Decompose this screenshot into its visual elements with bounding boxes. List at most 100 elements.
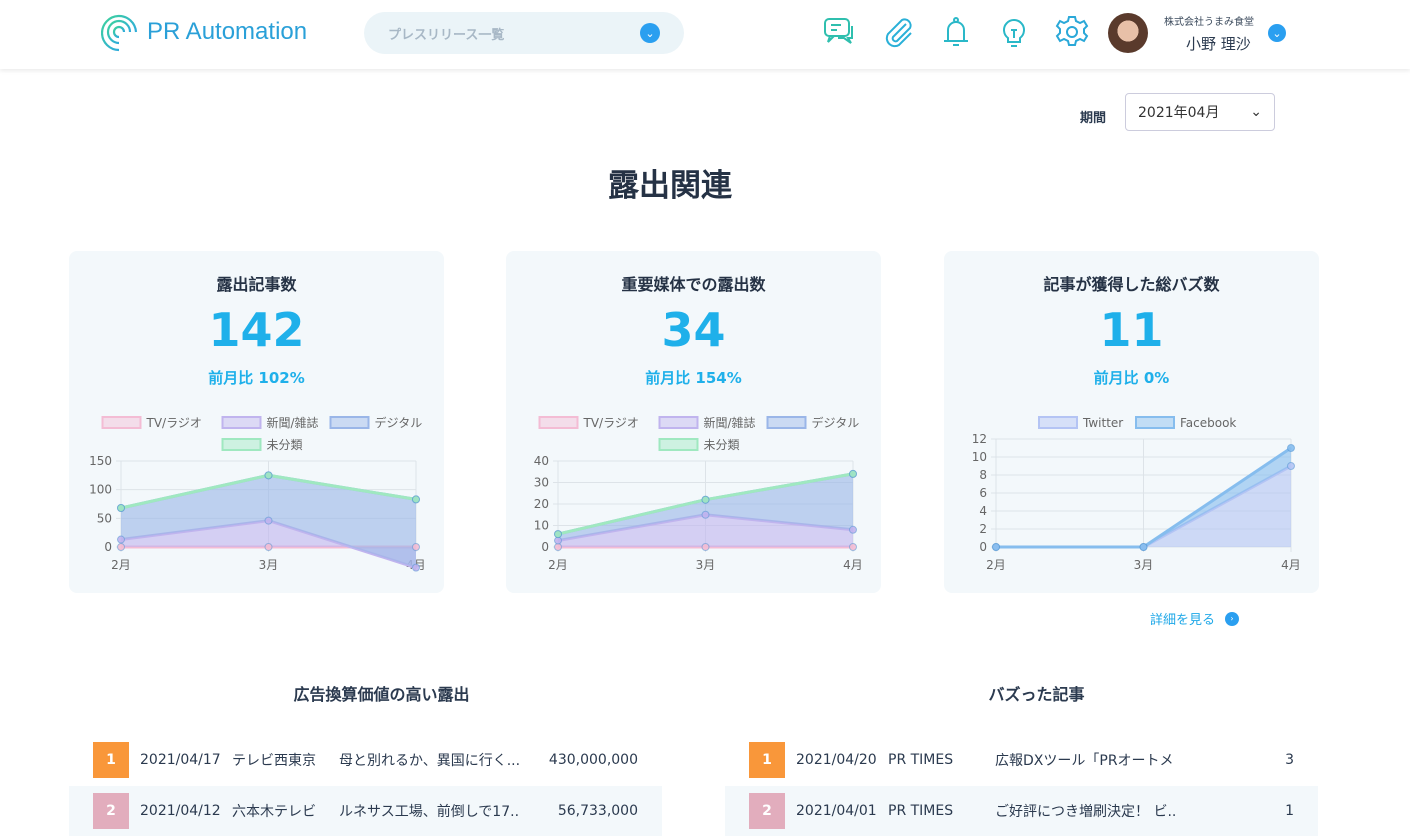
data-point <box>849 543 857 551</box>
legend-swatch <box>221 416 262 429</box>
y-tick-label: 10 <box>534 519 549 533</box>
company-name: 株式会社うまみ食堂 <box>1164 17 1254 28</box>
legend-swatch <box>329 416 370 429</box>
x-tick-label: 2月 <box>986 558 1006 572</box>
page-title: 露出関連 <box>608 168 732 204</box>
legend-swatch <box>1038 416 1078 429</box>
data-point <box>264 471 273 480</box>
row-media: PR TIMES <box>888 752 954 768</box>
release-select-label: プレスリリース一覧 <box>388 27 505 43</box>
area-デジタル <box>558 473 853 541</box>
data-point <box>701 543 710 551</box>
data-point <box>1287 462 1295 470</box>
data-point <box>701 510 710 519</box>
chevron-down-icon: ⌄ <box>640 23 660 43</box>
chevron-right-icon: › <box>1225 611 1240 626</box>
legend-swatch <box>658 438 699 451</box>
release-select[interactable]: プレスリリース一覧 ⌄ <box>364 12 684 54</box>
legend-swatch <box>766 416 807 429</box>
card-title: 重要媒体での露出数 <box>621 275 766 294</box>
data-point <box>117 535 125 544</box>
data-point <box>1287 444 1295 452</box>
data-point <box>992 543 1000 551</box>
y-tick-label: 150 <box>89 454 112 468</box>
row-value: 56,733,000 <box>557 803 638 819</box>
data-point <box>1139 543 1148 551</box>
y-tick-label: 10 <box>972 450 987 464</box>
row-value: 1 <box>1285 803 1294 819</box>
card-article-count: 露出記事数 142 前月比 102% TV/ラジオ 新聞/雑誌 デジタル 未分類 0 50… <box>69 251 444 593</box>
legend-swatch <box>221 438 262 451</box>
data-point <box>849 525 857 534</box>
y-tick-label: 0 <box>979 540 987 554</box>
y-tick-label: 40 <box>534 454 549 468</box>
data-point <box>412 563 420 572</box>
lightbulb-icon[interactable] <box>996 14 1032 50</box>
legend-label: 未分類 <box>704 438 740 452</box>
app-logo[interactable]: PR Automation <box>101 12 307 52</box>
area-デジタル <box>121 475 416 568</box>
row-headline[interactable]: ご好評につき増刷決定！ ビ... <box>995 804 1175 820</box>
select-arrow-icon: ⌄ <box>1250 104 1262 120</box>
y-tick-label: 50 <box>97 511 112 525</box>
bell-icon[interactable] <box>938 14 974 50</box>
legend-label: 新聞/雑誌 <box>267 415 319 430</box>
card-buzz: 記事が獲得した総バズ数 11 前月比 0% Twitter Facebook 0 2 4… <box>944 251 1319 593</box>
x-tick-label: 3月 <box>259 558 279 572</box>
y-tick-label: 0 <box>104 540 112 554</box>
data-point <box>849 469 857 478</box>
chart-buzz: Twitter Facebook 0 2 4 6 8 10 12 2月 3月 4月 <box>972 416 1301 572</box>
avatar[interactable] <box>1108 13 1148 53</box>
data-point <box>701 495 710 504</box>
y-tick-label: 6 <box>979 486 987 500</box>
row-media: 六本木テレビ <box>232 804 316 820</box>
x-tick-label: 2月 <box>548 558 568 572</box>
row-headline[interactable]: 広報DXツール「PRオートメ... <box>995 753 1175 769</box>
legend-label: デジタル <box>375 415 423 430</box>
y-tick-label: 4 <box>979 504 987 518</box>
x-tick-label: 2月 <box>111 558 131 572</box>
row-date: 2021/04/01 <box>796 803 877 819</box>
table-title: バズった記事 <box>988 685 1085 704</box>
rank-badge: 2 <box>749 793 785 829</box>
area-Facebook <box>996 448 1291 547</box>
table-row[interactable]: 2 2021/04/12 六本木テレビ ルネサス工場、前倒しで17... 56,… <box>69 786 662 836</box>
data-point <box>264 543 273 551</box>
card-value: 34 <box>661 303 726 357</box>
legend-swatch <box>1135 416 1175 429</box>
legend-swatch <box>101 416 142 429</box>
data-point <box>117 504 125 513</box>
top-header: PR Automation プレスリリース一覧 ⌄ 株式会社うまみ食堂 小野 理… <box>0 0 1410 69</box>
data-point <box>117 543 125 551</box>
row-media: PR TIMES <box>888 803 954 819</box>
card-title: 記事が獲得した総バズ数 <box>1043 275 1220 294</box>
legend-label: TV/ラジオ <box>146 416 202 430</box>
table-row[interactable]: 1 2021/04/20 PR TIMES 広報DXツール「PRオートメ... … <box>725 735 1318 785</box>
user-menu-chevron-icon[interactable]: ⌄ <box>1268 24 1286 42</box>
area-Twitter <box>996 466 1291 547</box>
row-headline[interactable]: ルネサス工場、前倒しで17... <box>339 804 519 820</box>
legend-label: 新聞/雑誌 <box>704 415 756 430</box>
card-ratio: 前月比 102% <box>208 369 305 387</box>
rank-badge: 1 <box>749 742 785 778</box>
row-headline[interactable]: 母と別れるか、異国に行く... <box>339 753 519 769</box>
legend-label: Twitter <box>1082 416 1123 430</box>
card-value: 11 <box>1099 303 1164 357</box>
gear-icon[interactable] <box>1054 14 1090 50</box>
row-date: 2021/04/17 <box>140 752 221 768</box>
x-tick-label: 4月 <box>1281 558 1301 572</box>
period-select[interactable]: 2021年04月 ⌄ <box>1125 93 1275 131</box>
details-link[interactable]: 詳細を見る › <box>1150 609 1240 628</box>
legend-label: Facebook <box>1180 416 1236 430</box>
app-name: PR Automation <box>147 18 308 45</box>
table-row[interactable]: 1 2021/04/17 テレビ西東京 母と別れるか、異国に行く... 430,… <box>69 735 662 785</box>
paperclip-icon[interactable] <box>880 14 916 50</box>
card-key-media: 重要媒体での露出数 34 前月比 154% TV/ラジオ 新聞/雑誌 デジタル 未分類… <box>506 251 881 593</box>
table-title: 広告換算価値の高い露出 <box>293 685 470 704</box>
chat-icon[interactable] <box>822 14 858 50</box>
card-value: 142 <box>208 303 305 357</box>
table-row[interactable]: 2 2021/04/01 PR TIMES ご好評につき増刷決定！ ビ... 1 <box>725 786 1318 836</box>
row-value: 430,000,000 <box>548 752 638 768</box>
